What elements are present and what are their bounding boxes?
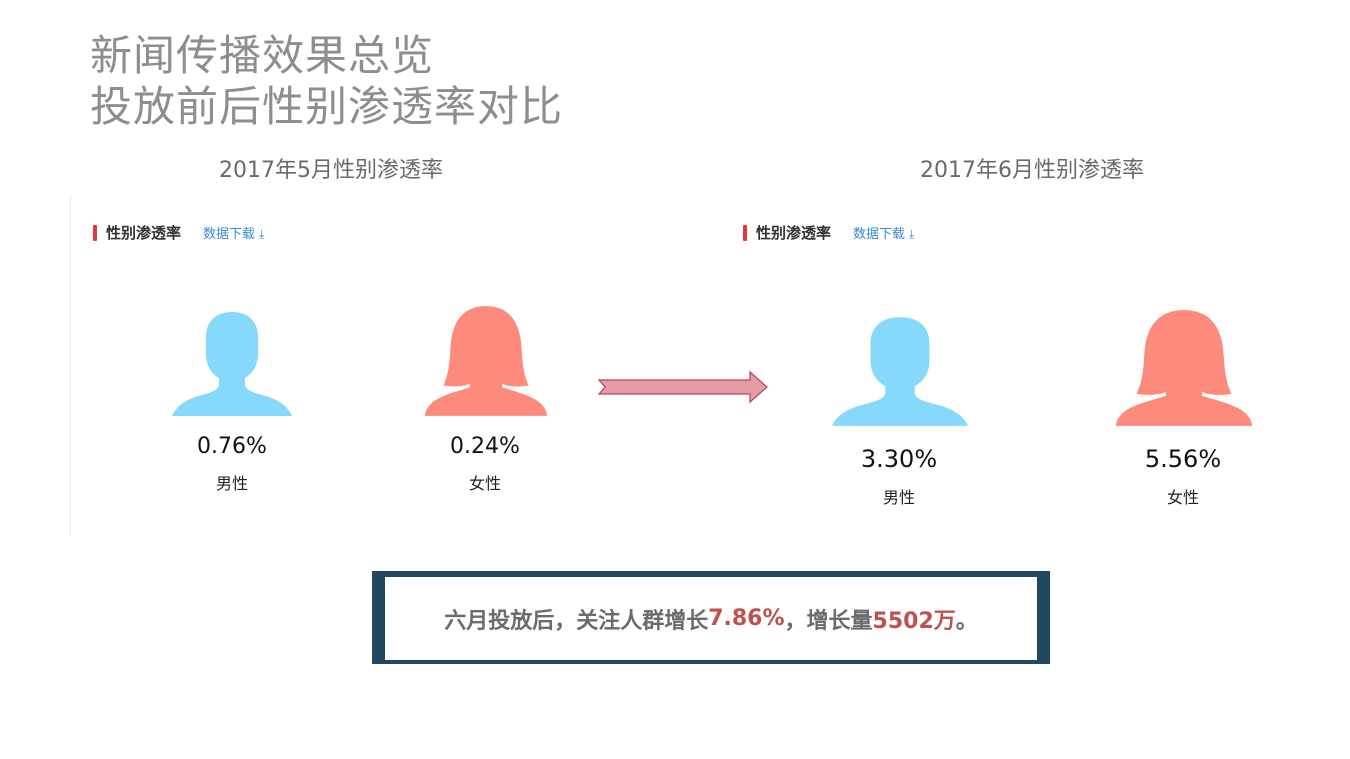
june-download-link[interactable]: 数据下载 ⤓ bbox=[853, 223, 914, 242]
panel-divider bbox=[70, 195, 71, 535]
summary-part-2: ，增长量 bbox=[784, 608, 873, 634]
may-download-link[interactable]: 数据下载 ⤓ bbox=[203, 223, 264, 242]
male-avatar-icon bbox=[172, 312, 292, 416]
title-line-1: 新闻传播效果总览 bbox=[90, 31, 435, 80]
summary-part-3: 。 bbox=[955, 608, 978, 634]
june-male-percent: 3.30% bbox=[860, 445, 938, 473]
title-line-2: 投放前后性别渗透率对比 bbox=[90, 82, 564, 131]
may-male-percent: 0.76% bbox=[197, 434, 267, 459]
may-subtitle: 2017年5月性别渗透率 bbox=[219, 158, 443, 183]
may-female-percent: 0.24% bbox=[450, 434, 520, 459]
download-label: 数据下载 bbox=[853, 227, 906, 242]
summary-amount-value: 5502万 bbox=[872, 608, 956, 634]
may-panel-label: 性别渗透率 bbox=[106, 224, 182, 242]
female-avatar-icon bbox=[1116, 310, 1252, 426]
page-title: 新闻传播效果总览 投放前后性别渗透率对比 bbox=[90, 30, 563, 132]
june-female-label: 女性 bbox=[1166, 488, 1200, 507]
panel-accent-bar bbox=[743, 224, 747, 241]
june-male-label: 男性 bbox=[882, 488, 916, 507]
male-avatar-icon bbox=[832, 317, 968, 426]
may-male-label: 男性 bbox=[215, 474, 249, 493]
right-arrow-icon bbox=[598, 370, 768, 404]
summary-part-1: 六月投放后，关注人群增长 bbox=[444, 608, 709, 634]
may-panel-header: 性别渗透率 数据下载 ⤓ bbox=[93, 222, 264, 243]
download-icon: ⤓ bbox=[909, 227, 915, 241]
download-label: 数据下载 bbox=[203, 227, 256, 242]
june-panel-label: 性别渗透率 bbox=[756, 224, 832, 242]
june-female-percent: 5.56% bbox=[1144, 445, 1222, 473]
panel-accent-bar bbox=[93, 224, 97, 241]
summary-text: 六月投放后，关注人群增长 7.86% ，增长量 5502万。 bbox=[385, 577, 1037, 660]
june-panel-header: 性别渗透率 数据下载 ⤓ bbox=[743, 222, 914, 243]
download-icon: ⤓ bbox=[259, 227, 265, 241]
may-female-label: 女性 bbox=[468, 474, 502, 493]
june-subtitle: 2017年6月性别渗透率 bbox=[920, 158, 1144, 183]
female-avatar-icon bbox=[425, 306, 547, 416]
summary-growth-value: 7.86% bbox=[708, 606, 785, 631]
summary-box: 六月投放后，关注人群增长 7.86% ，增长量 5502万。 bbox=[372, 571, 1050, 664]
